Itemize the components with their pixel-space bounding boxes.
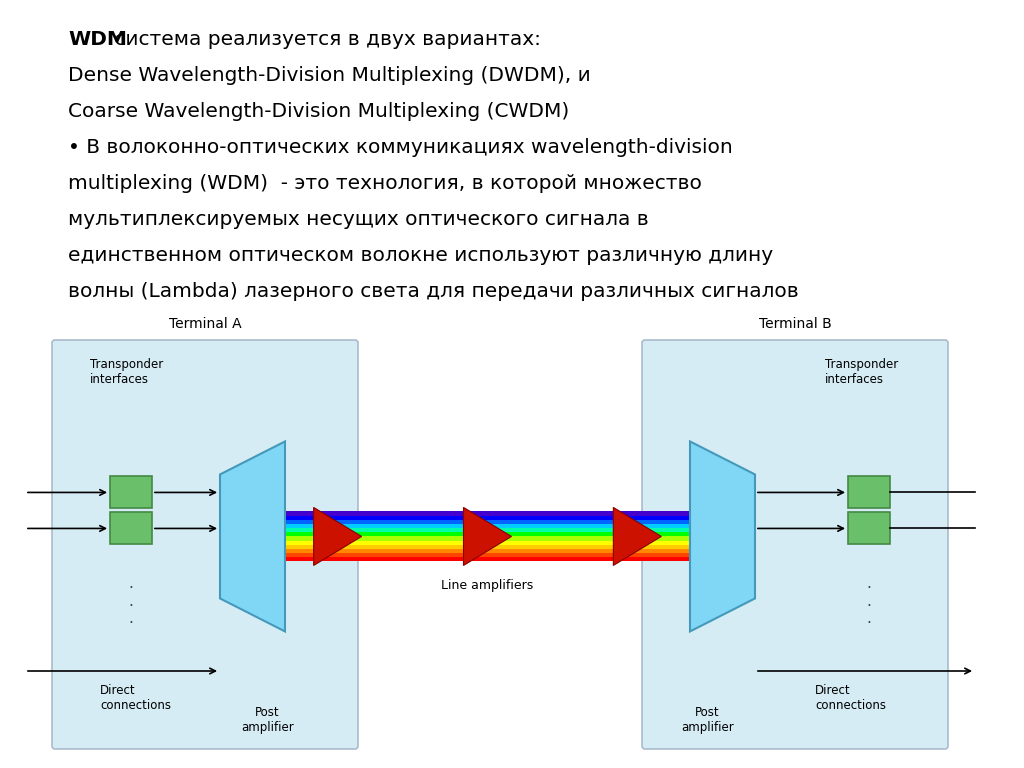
Text: Dense Wavelength-Division Multiplexing (DWDM), и: Dense Wavelength-Division Multiplexing (…	[68, 66, 591, 85]
Bar	[285, 545, 690, 549]
Text: Terminal A: Terminal A	[169, 317, 242, 331]
Text: multiplexing (WDM)  - это технология, в которой множество: multiplexing (WDM) - это технология, в к…	[68, 174, 701, 193]
Text: Transponder
interfaces: Transponder interfaces	[825, 358, 898, 386]
Polygon shape	[690, 442, 755, 631]
Bar	[285, 536, 690, 541]
Bar	[285, 520, 690, 524]
Text: ·
·
·: · · ·	[129, 581, 133, 631]
FancyBboxPatch shape	[642, 340, 948, 749]
Text: Direct
connections: Direct connections	[100, 684, 171, 712]
FancyBboxPatch shape	[52, 340, 358, 749]
Text: ·
·
·: · · ·	[866, 581, 871, 631]
Bar	[285, 528, 690, 532]
Text: Coarse Wavelength-Division Multiplexing (CWDM): Coarse Wavelength-Division Multiplexing …	[68, 102, 569, 121]
Text: Post
amplifier: Post amplifier	[681, 706, 734, 734]
Bar	[285, 558, 690, 561]
Bar	[848, 512, 890, 545]
Bar	[285, 515, 690, 520]
Bar	[285, 541, 690, 545]
Text: • В волоконно-оптических коммуникациях wavelength-division: • В волоконно-оптических коммуникациях w…	[68, 138, 733, 157]
Polygon shape	[464, 508, 512, 565]
Bar	[285, 532, 690, 536]
Bar	[285, 524, 690, 528]
Text: единственном оптическом волокне используют различную длину: единственном оптическом волокне использу…	[68, 246, 773, 265]
Polygon shape	[313, 508, 361, 565]
Bar	[110, 476, 152, 508]
Text: Post
amplifier: Post amplifier	[241, 706, 294, 734]
Bar	[285, 549, 690, 553]
Bar	[110, 512, 152, 545]
Polygon shape	[220, 442, 285, 631]
Bar	[285, 511, 690, 515]
Text: Direct
connections: Direct connections	[815, 684, 886, 712]
Text: система реализуется в двух вариантах:: система реализуется в двух вариантах:	[108, 30, 541, 49]
Text: мультиплексируемых несущих оптического сигнала в: мультиплексируемых несущих оптического с…	[68, 210, 649, 229]
Text: Line amplifiers: Line amplifiers	[441, 579, 534, 592]
Text: волны (Lambda) лазерного света для передачи различных сигналов: волны (Lambda) лазерного света для перед…	[68, 282, 799, 301]
Bar	[848, 476, 890, 508]
Polygon shape	[613, 508, 662, 565]
Text: WDM: WDM	[68, 30, 127, 49]
Bar	[285, 553, 690, 558]
Text: Transponder
interfaces: Transponder interfaces	[90, 358, 163, 386]
Text: Terminal B: Terminal B	[759, 317, 831, 331]
